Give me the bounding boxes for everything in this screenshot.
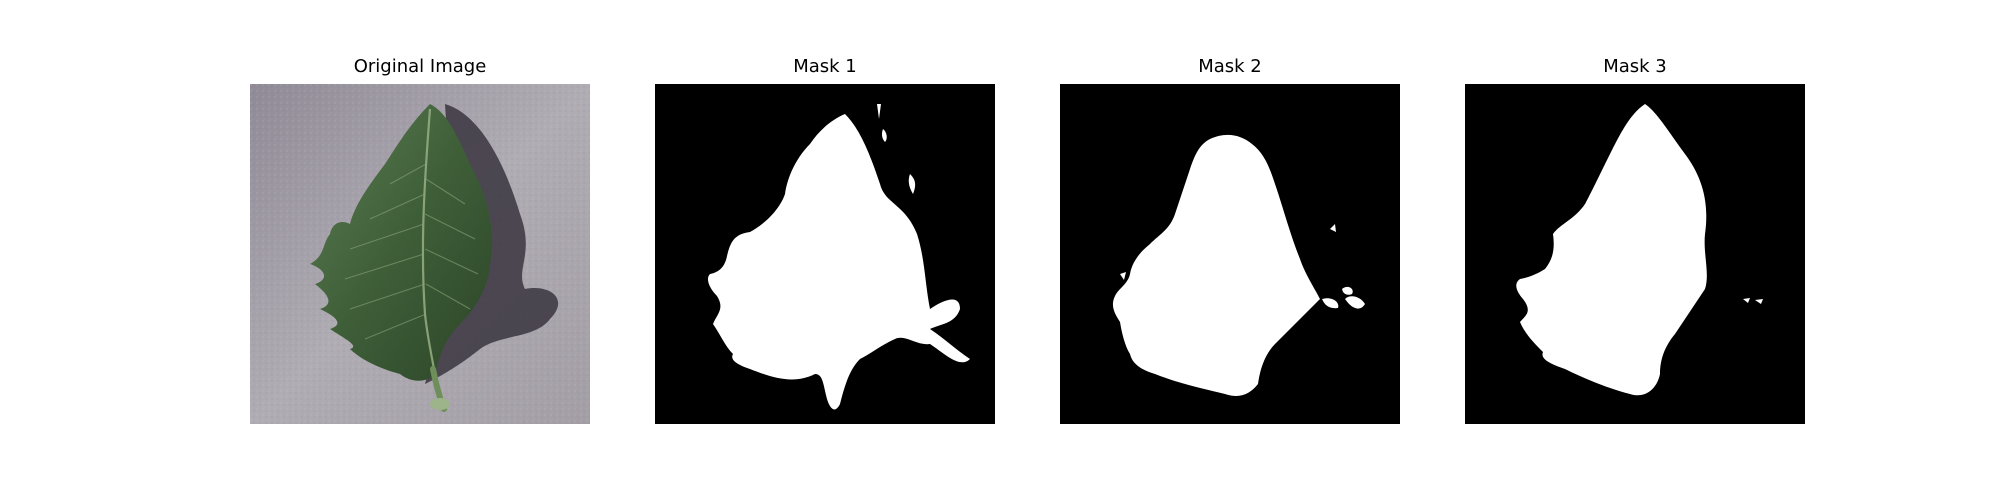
panel-original-image: Original Image bbox=[250, 56, 590, 424]
mask-foreground-region bbox=[1112, 134, 1320, 396]
panel-title: Original Image bbox=[353, 56, 487, 77]
panel-mask-2: Mask 2 bbox=[1060, 56, 1400, 424]
panel-mask-3: Mask 3 bbox=[1465, 56, 1805, 424]
leaf-shape bbox=[310, 104, 492, 381]
panel-mask-1: Mask 1 bbox=[655, 56, 995, 424]
panel-title: Mask 2 bbox=[1198, 56, 1262, 77]
panel-title: Mask 1 bbox=[793, 56, 857, 77]
panel-title: Mask 3 bbox=[1603, 56, 1667, 77]
mask-2-image bbox=[1060, 84, 1400, 424]
original-leaf-image bbox=[250, 84, 590, 424]
mask-3-image bbox=[1465, 84, 1805, 424]
mask-foreground-region bbox=[707, 114, 970, 410]
mask-foreground-region bbox=[1516, 104, 1707, 396]
mask-1-image bbox=[655, 84, 995, 424]
